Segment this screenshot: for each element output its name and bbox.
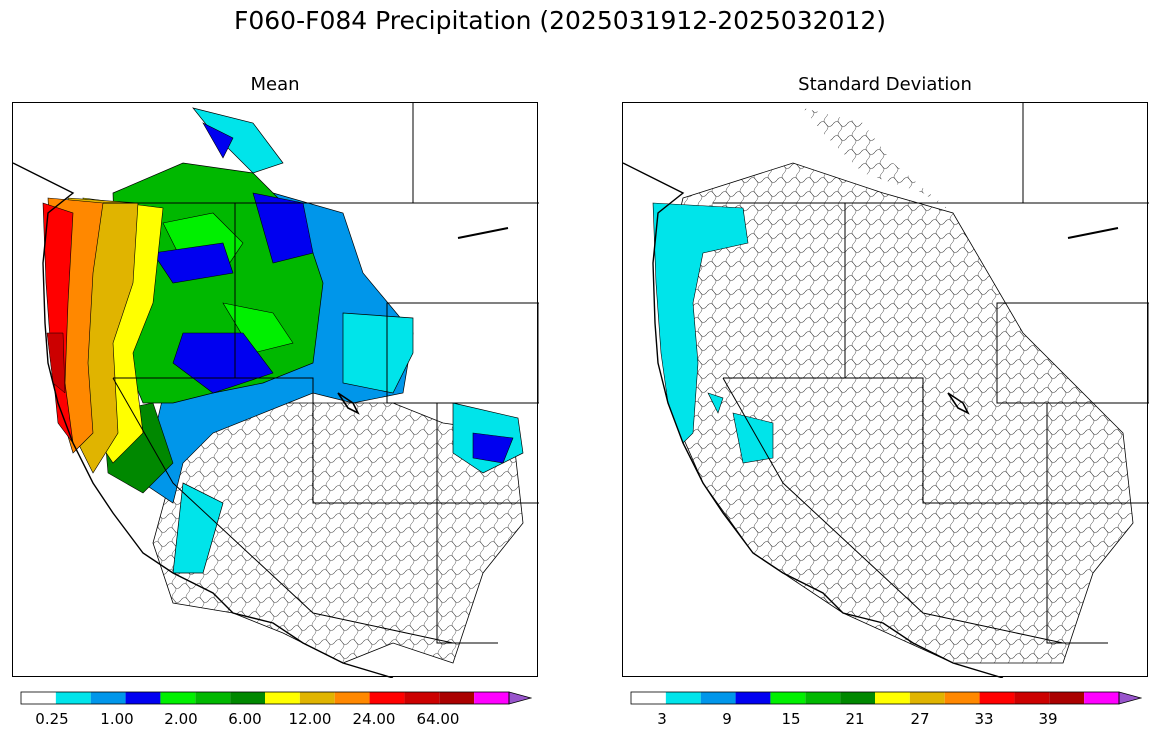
mean-lake-mark	[457, 227, 509, 239]
stddev-tick-label: 3	[657, 710, 667, 728]
stddev-panel-title: Standard Deviation	[798, 74, 972, 95]
mean-coastline	[13, 162, 394, 678]
stddev-great-salt-lake	[947, 392, 970, 415]
stddev-tick-label: 21	[845, 710, 865, 728]
stddev-state-borders	[713, 103, 1149, 644]
colorbar-segment	[265, 692, 300, 704]
stddev-map	[622, 102, 1149, 678]
mean-state-borders	[103, 103, 539, 644]
colorbar-segment	[840, 692, 875, 704]
colorbar-segment	[735, 692, 771, 704]
mean-map	[12, 102, 539, 678]
mean-tick-label: 6.00	[228, 710, 262, 728]
colorbar-segment	[700, 692, 736, 704]
colorbar-segment	[665, 692, 701, 704]
stddev-tick-label: 9	[722, 710, 732, 728]
mean-tick-label: 64.00	[416, 710, 460, 728]
stddev-tick-label: 15	[781, 710, 801, 728]
mean-tick-label: 12.00	[288, 710, 332, 728]
colorbar-segment	[944, 692, 980, 704]
stddev-coastline	[623, 162, 1004, 678]
mean-great-salt-lake	[337, 392, 360, 415]
stddev-lake-mark	[1067, 227, 1119, 239]
mean-region-darkred	[46, 332, 66, 394]
colorbar-segment	[55, 692, 91, 704]
stddev-colorbar-svg	[630, 691, 1143, 705]
mean-tick-label: 1.00	[100, 710, 134, 728]
figure-title: F060-F084 Precipitation (2025031912-2025…	[233, 6, 886, 35]
mean-tick-label: 0.25	[35, 710, 69, 728]
stddev-tick-label: 39	[1038, 710, 1058, 728]
colorbar-segment	[875, 692, 910, 704]
stddev-map-canvas	[623, 103, 1149, 678]
mean-map-canvas	[13, 103, 539, 678]
colorbar-segment	[909, 692, 945, 704]
stddev-region-cyan	[652, 202, 749, 444]
mean-tick-label: 24.00	[352, 710, 396, 728]
stddev-tick-label: 33	[974, 710, 994, 728]
colorbar-segment	[1014, 692, 1050, 704]
colorbar-segment	[90, 692, 126, 704]
colorbar-segment	[334, 692, 370, 704]
colorbar-outline	[630, 691, 1120, 705]
colorbar-segment	[195, 692, 231, 704]
colorbar-segment	[299, 692, 335, 704]
stddev-region-cyan-inland	[707, 392, 774, 464]
colorbar-segment	[631, 692, 666, 704]
mean-colorbar	[20, 690, 533, 709]
colorbar-extend-arrow	[508, 691, 533, 705]
mean-panel-title: Mean	[250, 74, 300, 95]
colorbar-extend-arrow	[1118, 691, 1143, 705]
colorbar-segment	[369, 692, 405, 704]
mean-colorbar-ticks: 0.25 1.00 2.00 6.00 12.00 24.00 64.00	[20, 710, 532, 730]
colorbar-segment	[474, 692, 509, 704]
colorbar-segment	[805, 692, 841, 704]
colorbar-segment	[125, 692, 161, 704]
stddev-colorbar-ticks: 3 9 15 21 27 33 39	[630, 710, 1142, 730]
colorbar-segment	[21, 692, 56, 704]
colorbar-segment	[404, 692, 440, 704]
stddev-colorbar	[630, 690, 1143, 709]
colorbar-outline	[20, 691, 510, 705]
colorbar-segment	[770, 692, 806, 704]
mean-colorbar-svg	[20, 691, 533, 705]
colorbar-segment	[1084, 692, 1119, 704]
colorbar-segment	[1049, 692, 1085, 704]
colorbar-segment	[979, 692, 1015, 704]
colorbar-segment	[230, 692, 265, 704]
stddev-tick-label: 27	[910, 710, 930, 728]
colorbar-segment	[439, 692, 475, 704]
mean-tick-label: 2.00	[164, 710, 198, 728]
colorbar-segment	[160, 692, 196, 704]
